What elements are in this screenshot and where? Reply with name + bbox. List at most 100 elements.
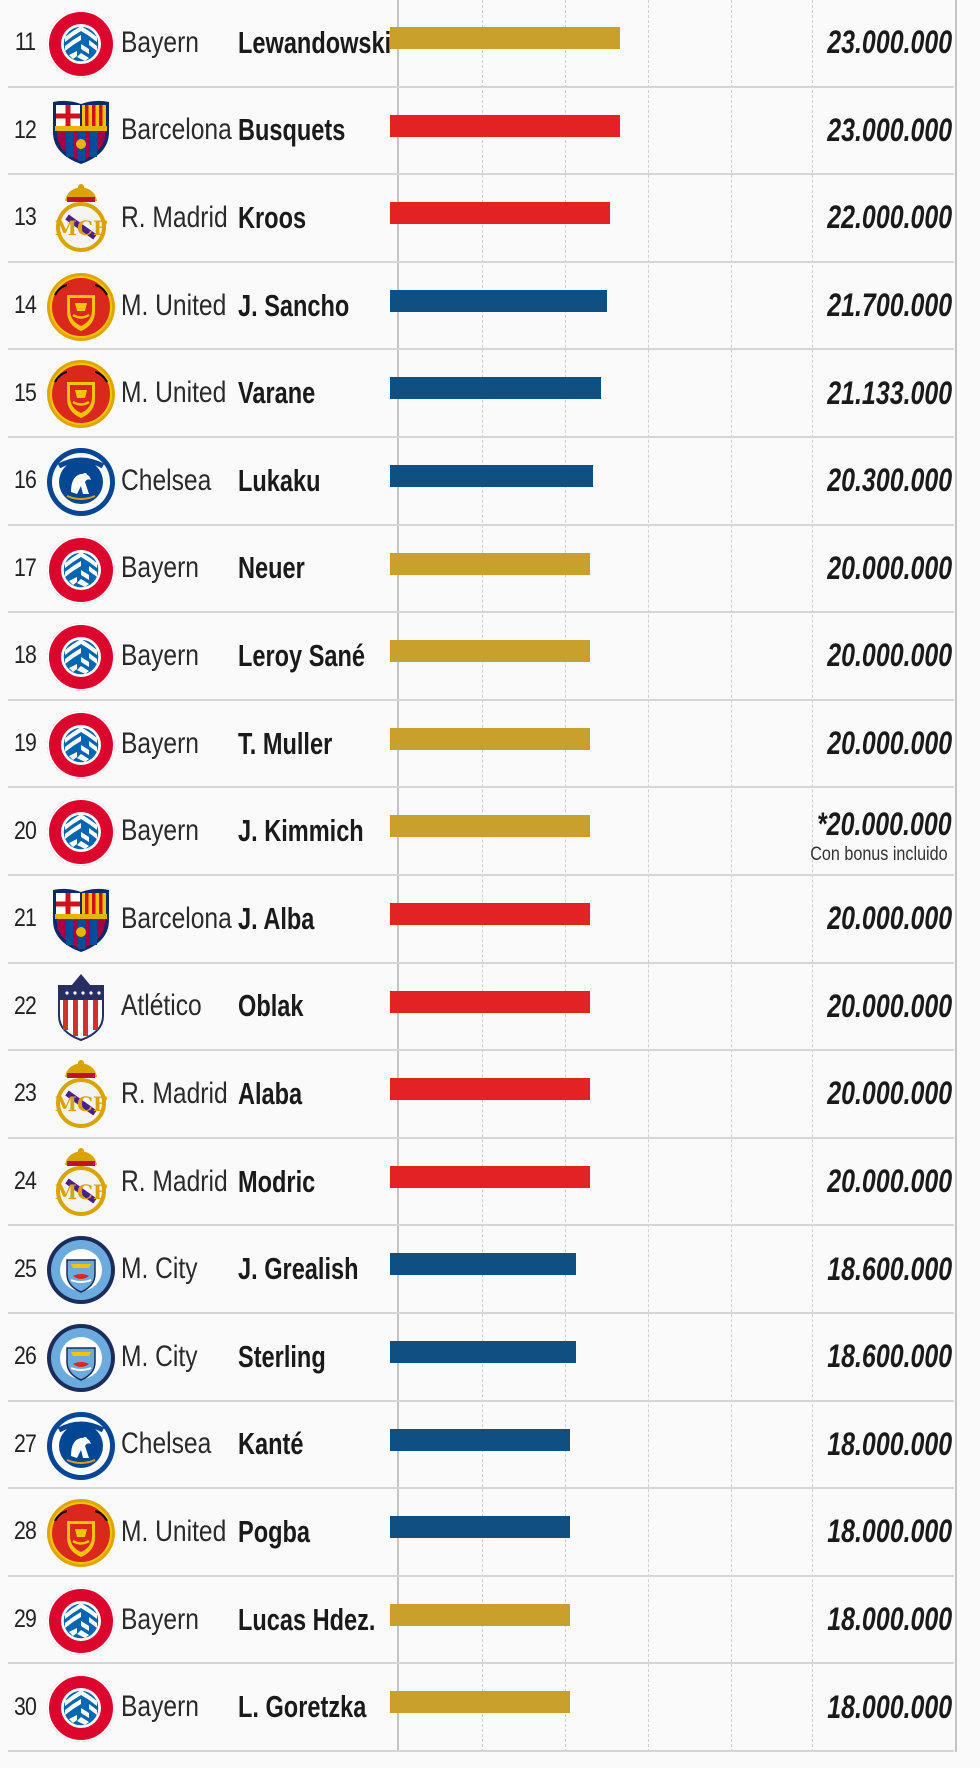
player-name: Busquets — [238, 112, 346, 148]
club-name: M. City — [121, 1252, 198, 1286]
table-row: 22 Atlético Oblak 20.000.000 — [8, 964, 954, 1052]
svg-text:MCF: MCF — [55, 1092, 107, 1116]
table-row: 13 MCF R. Madrid Kroos 22.000.000 — [8, 175, 954, 263]
gridline — [565, 0, 566, 1752]
salary-value-label: 22.000.000 — [827, 199, 952, 236]
salary-bar — [390, 1516, 570, 1539]
bayern-crest-icon — [45, 1672, 117, 1744]
rank-label: 11 — [14, 28, 36, 57]
club-name: M. United — [121, 288, 227, 322]
club-name: Bayern — [121, 814, 199, 848]
club-name: Bayern — [121, 25, 199, 59]
rank-label: 21 — [14, 904, 37, 933]
rank-label: 24 — [14, 1167, 37, 1196]
real-madrid-crest-icon: MCF — [45, 1059, 117, 1131]
salary-bar — [390, 202, 610, 225]
bayern-crest-icon — [45, 709, 117, 781]
salary-bar — [390, 1165, 590, 1188]
salary-bar — [390, 815, 590, 838]
club-name: Bayern — [121, 1602, 199, 1636]
player-name: Sterling — [238, 1338, 326, 1374]
salary-bar — [390, 27, 620, 49]
salary-bar — [390, 1078, 590, 1101]
salary-value-label: 20.000.000 — [827, 1163, 952, 1200]
salary-value-label: 21.700.000 — [827, 287, 952, 324]
club-name: Bayern — [121, 1690, 199, 1724]
rank-label: 25 — [14, 1254, 37, 1283]
right-border-line — [955, 0, 957, 1752]
salary-value-label: 20.000.000 — [827, 987, 952, 1024]
rank-label: 22 — [14, 991, 37, 1020]
salary-bar — [390, 114, 620, 137]
rank-label: 20 — [14, 816, 37, 845]
player-name: Lukaku — [238, 462, 321, 498]
rank-label: 16 — [14, 466, 37, 495]
manchester-united-crest-icon — [45, 358, 117, 430]
salary-value-label: 20.000.000 — [827, 637, 952, 674]
salary-bar — [390, 377, 602, 400]
club-name: R. Madrid — [121, 1076, 228, 1110]
club-name: Chelsea — [121, 463, 212, 497]
salary-bar — [390, 1603, 570, 1626]
table-row: 17 Bayern Neuer 20.000.000 — [8, 526, 954, 614]
manchester-city-crest-icon — [45, 1234, 117, 1306]
bayern-crest-icon — [45, 1585, 117, 1657]
real-madrid-crest-icon: MCF — [45, 183, 117, 255]
player-name: Neuer — [238, 550, 305, 586]
salary-bar — [390, 1253, 576, 1276]
salary-bar — [390, 1428, 570, 1451]
gridline — [731, 0, 732, 1752]
salary-value-label: 20.000.000 — [827, 725, 952, 762]
table-row: 29 Bayern Lucas Hdez. 18.000.000 — [8, 1577, 954, 1665]
salary-value-label: 18.000.000 — [827, 1513, 952, 1550]
salary-value-label: 20.000.000 — [827, 1075, 952, 1112]
rank-label: 29 — [14, 1605, 37, 1634]
barcelona-crest-icon — [45, 884, 117, 956]
table-row: 23 MCF R. Madrid Alaba 20.000.000 — [8, 1051, 954, 1139]
salary-value-label: 18.000.000 — [827, 1688, 952, 1725]
gridline — [648, 0, 649, 1752]
club-name: M. United — [121, 1514, 227, 1548]
salary-bar — [390, 552, 590, 575]
player-name: L. Goretzka — [238, 1689, 367, 1725]
salary-value-label: 21.133.000 — [827, 374, 952, 411]
salary-bar — [390, 903, 590, 925]
player-name: Varane — [238, 375, 316, 411]
rank-label: 27 — [14, 1429, 37, 1458]
player-name: J. Kimmich — [238, 813, 364, 849]
salary-value-label: 18.000.000 — [827, 1425, 952, 1462]
club-name: R. Madrid — [121, 1164, 228, 1198]
rank-label: 30 — [14, 1692, 37, 1721]
salary-value-label: 20.000.000 — [827, 549, 952, 586]
salary-bar — [390, 1341, 576, 1363]
salary-value-label: 23.000.000 — [827, 24, 952, 61]
table-row: 15 M. United Varane 21.133.000 — [8, 350, 954, 438]
rank-label: 23 — [14, 1079, 37, 1108]
table-row: 21 Barcelona J. Alba 20.000.000 — [8, 876, 954, 964]
rank-label: 28 — [14, 1517, 37, 1546]
real-madrid-crest-icon: MCF — [45, 1147, 117, 1219]
club-name: M. City — [121, 1339, 198, 1373]
player-name: Lewandowski — [238, 24, 392, 60]
bonus-note: Con bonus incluido — [810, 844, 948, 866]
salary-value-label: 18.600.000 — [827, 1338, 952, 1375]
table-row: 26 M. City Sterling 18.600.000 — [8, 1314, 954, 1402]
rank-label: 19 — [14, 729, 37, 758]
bayern-crest-icon — [45, 796, 117, 868]
club-name: Barcelona — [121, 113, 232, 147]
table-row: 14 M. United J. Sancho 21.700.000 — [8, 263, 954, 351]
club-name: M. United — [121, 376, 227, 410]
rank-label: 12 — [14, 115, 37, 144]
chelsea-crest-icon — [45, 1410, 117, 1482]
player-name: Kroos — [238, 199, 307, 235]
salary-value-label: 18.600.000 — [827, 1250, 952, 1287]
table-row: 19 Bayern T. Muller 20.000.000 — [8, 701, 954, 789]
player-name: T. Muller — [238, 725, 333, 761]
player-name: Alaba — [238, 1075, 303, 1111]
bayern-crest-icon — [45, 621, 117, 693]
atletico-crest-icon — [45, 972, 117, 1044]
salary-value-label: 18.000.000 — [827, 1601, 952, 1638]
salary-bar — [390, 465, 593, 487]
salary-bar — [390, 727, 590, 750]
gridline — [812, 0, 813, 1752]
